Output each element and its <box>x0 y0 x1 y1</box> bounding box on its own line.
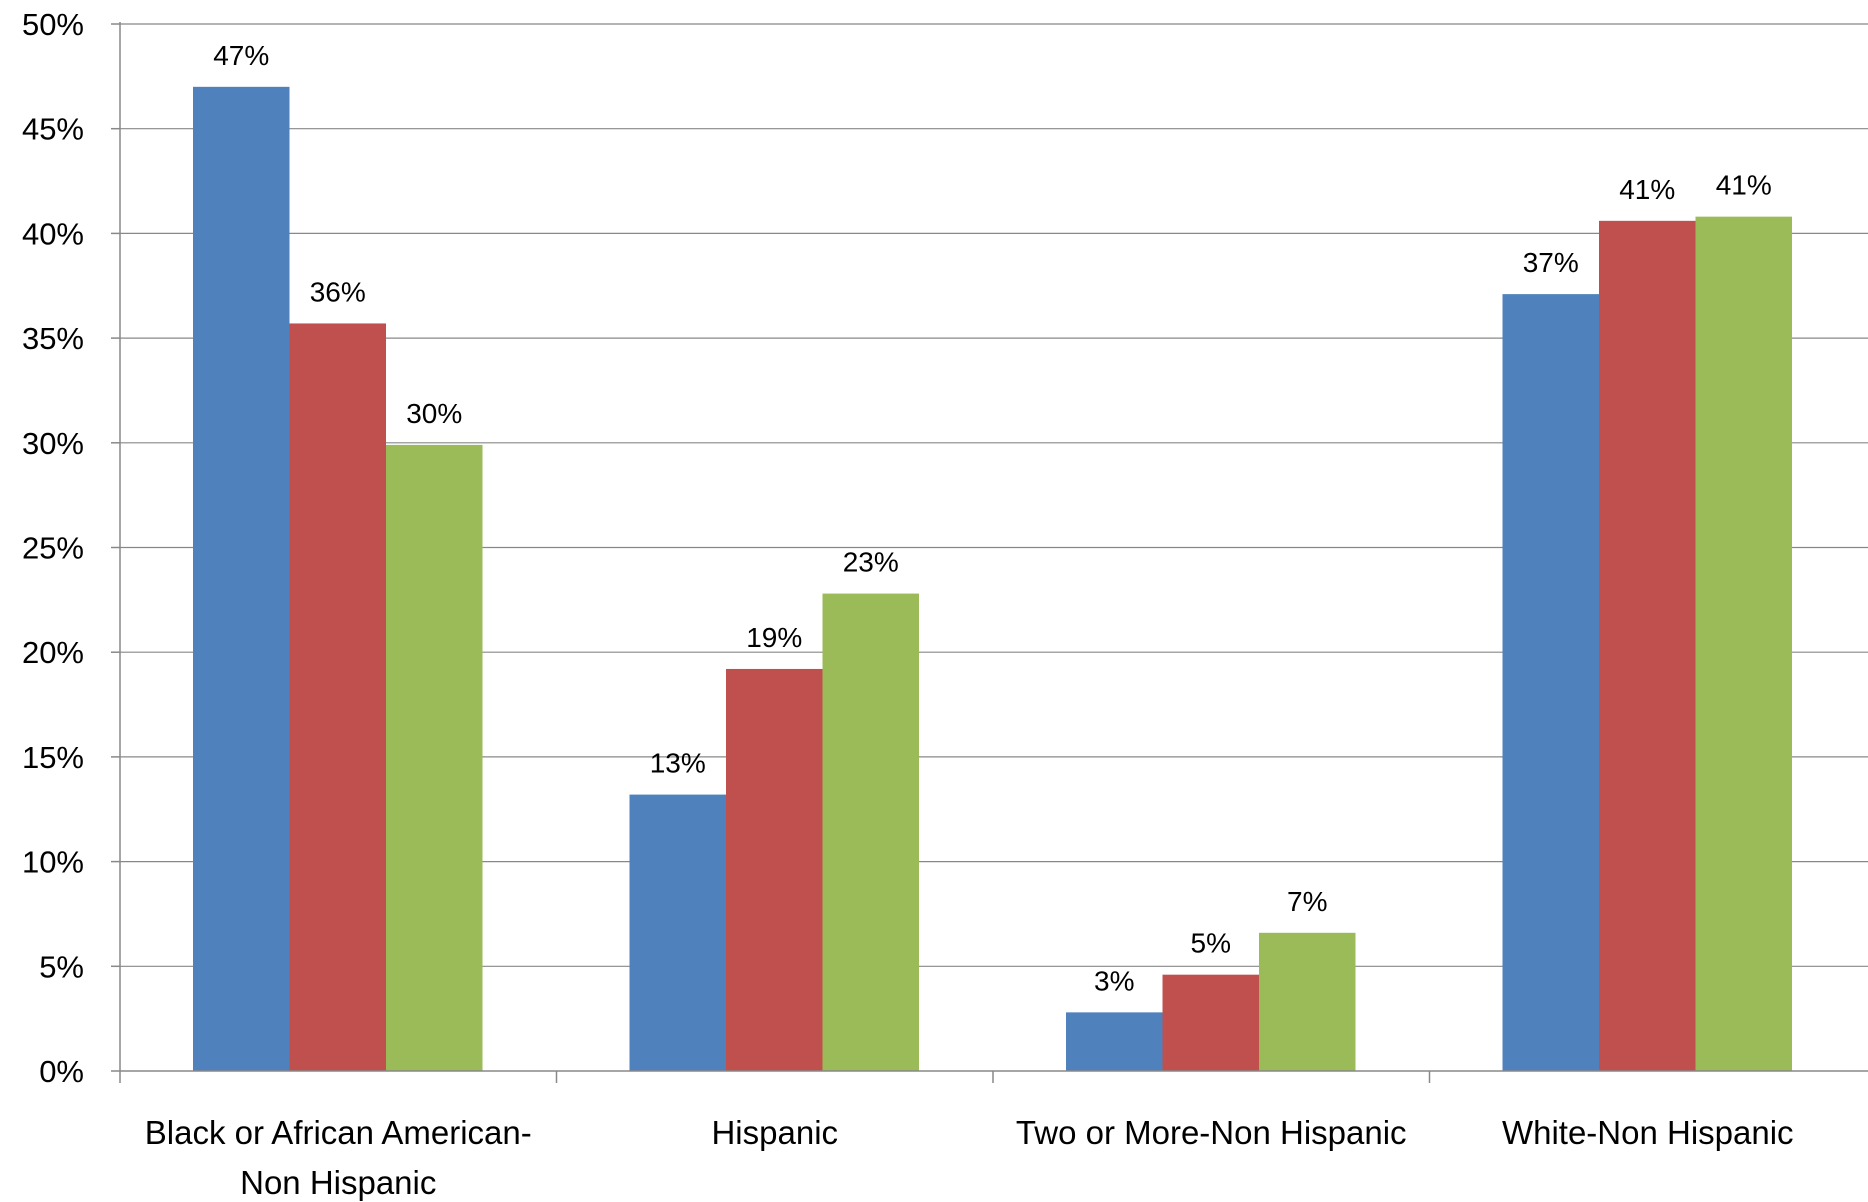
x-category-label: Two or More-Non Hispanic <box>1016 1114 1407 1151</box>
data-label: 37% <box>1523 247 1579 278</box>
y-tick-label: 20% <box>22 635 84 670</box>
bar <box>1162 974 1259 1071</box>
bar <box>1066 1012 1163 1071</box>
data-label: 36% <box>310 276 366 307</box>
data-label: 47% <box>213 40 269 71</box>
bar <box>1259 932 1356 1071</box>
data-label: 3% <box>1094 965 1134 996</box>
bar <box>1695 216 1792 1071</box>
y-tick-label: 35% <box>22 321 84 356</box>
y-tick-label: 45% <box>22 112 84 147</box>
bar <box>1502 294 1599 1072</box>
bar <box>386 444 483 1071</box>
y-tick-label: 10% <box>22 845 84 880</box>
bar <box>1599 220 1696 1071</box>
y-tick-label: 25% <box>22 531 84 566</box>
y-tick-label: 50% <box>22 7 84 42</box>
data-label: 19% <box>746 622 802 653</box>
x-category-label: White-Non Hispanic <box>1502 1114 1794 1151</box>
data-label: 5% <box>1191 928 1231 959</box>
x-category-label: Black or African American- <box>145 1114 532 1151</box>
bar <box>629 794 726 1071</box>
data-label: 23% <box>843 547 899 578</box>
bars <box>193 86 1792 1072</box>
y-tick-label: 40% <box>22 216 84 251</box>
data-label: 41% <box>1716 170 1772 201</box>
data-label: 30% <box>406 398 462 429</box>
y-tick-label: 0% <box>39 1054 84 1089</box>
axes <box>111 22 1868 1083</box>
x-category-label: Hispanic <box>711 1114 838 1151</box>
y-tick-label: 15% <box>22 740 84 775</box>
y-tick-label: 30% <box>22 426 84 461</box>
bar <box>193 86 290 1071</box>
data-label: 13% <box>650 748 706 779</box>
y-tick-label: 5% <box>39 949 84 984</box>
x-category-label: Non Hispanic <box>240 1164 436 1201</box>
bar <box>822 593 919 1071</box>
data-label: 7% <box>1287 886 1327 917</box>
labels: 0% 5% 10% 15% 20% 25% 30% 35% 40% 45% 50% 47% 36% 30%… <box>22 7 1794 1201</box>
data-label: 41% <box>1619 174 1675 205</box>
bar <box>289 323 386 1071</box>
bar <box>726 668 823 1071</box>
